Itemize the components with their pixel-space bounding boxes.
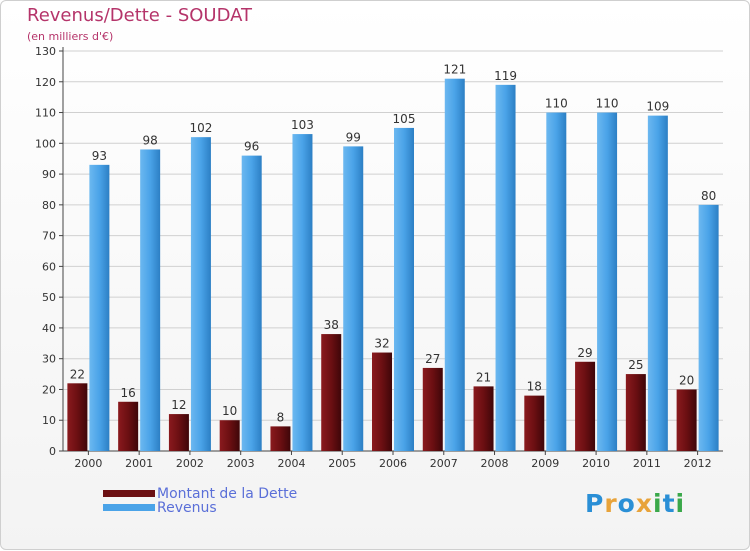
y-tick-label: 30 [42,353,56,366]
y-tick-label: 20 [42,383,56,396]
y-tick-label: 50 [42,291,56,304]
y-tick-label: 70 [42,230,56,243]
bar-revenus [444,78,465,451]
x-tick-label: 2007 [430,457,458,470]
legend-swatch-dette [103,490,155,497]
data-label: 25 [628,358,643,372]
bar-dette [372,352,392,451]
y-tick-label: 60 [42,260,56,273]
bar-revenus [394,127,414,451]
y-tick-label: 120 [35,76,56,89]
bar-dette [625,374,646,451]
bar-dette [676,389,697,451]
x-tick-label: 2006 [379,457,407,470]
chart-title: Revenus/Dette - SOUDAT [27,5,253,26]
bar-dette [118,401,139,451]
data-label: 98 [143,133,158,147]
x-tick-label: 2009 [531,457,559,470]
data-label: 121 [443,63,466,77]
legend-swatch-revenus [103,504,155,511]
data-label: 8 [277,410,285,424]
bar-revenus [698,204,719,451]
x-tick-label: 2004 [277,457,305,470]
bar-dette [524,395,545,451]
bar-dette [168,414,189,451]
legend-label-dette: Montant de la Dette [157,486,298,502]
data-label: 80 [701,189,716,203]
bar-revenus [546,112,567,452]
data-label: 38 [324,318,339,332]
x-tick-label: 2012 [684,457,712,470]
legend: Montant de la Dette Revenus [103,486,363,516]
x-tick-label: 2000 [74,457,102,470]
x-tick-label: 2003 [227,457,255,470]
y-tick-label: 130 [35,45,56,58]
data-label: 96 [244,140,259,154]
chart-subtitle: (en milliers d'€) [27,30,114,43]
bar-revenus [597,112,618,452]
legend-label-revenus: Revenus [157,500,217,516]
data-label: 22 [70,367,85,381]
bar-dette [270,426,291,451]
data-label: 119 [494,69,517,83]
bar-revenus [343,146,364,451]
data-label: 93 [92,149,107,163]
y-tick-label: 110 [35,107,56,120]
data-label: 110 [596,97,619,111]
x-tick-label: 2001 [125,457,153,470]
data-label: 32 [374,337,389,351]
data-label: 102 [189,121,212,135]
x-tick-label: 2008 [481,457,509,470]
data-label: 105 [393,112,416,126]
data-label: 20 [679,373,694,387]
data-label: 18 [527,380,542,394]
bar-dette [321,334,342,451]
y-tick-label: 10 [42,414,56,427]
data-label: 21 [476,370,491,384]
bar-revenus [647,115,668,451]
y-tick-label: 90 [42,168,56,181]
proxiti-logo: Proxiti [585,489,686,518]
data-label: 12 [171,398,186,412]
x-tick-label: 2010 [582,457,610,470]
y-tick-label: 80 [42,199,56,212]
bar-dette [473,386,494,451]
bar-dette [422,367,443,451]
data-label: 109 [646,100,669,114]
bar-revenus [89,164,110,451]
bar-revenus [140,149,161,451]
x-tick-label: 2011 [633,457,661,470]
bar-revenus [495,84,516,451]
bar-dette [67,383,88,451]
data-label: 99 [346,130,361,144]
bar-revenus [292,134,313,452]
data-label: 110 [545,97,568,111]
y-tick-label: 40 [42,322,56,335]
bar-dette [219,420,240,451]
data-label: 29 [577,346,592,360]
bar-dette [575,361,596,451]
bar-revenus [190,137,211,451]
y-tick-label: 0 [49,445,56,458]
x-tick-label: 2002 [176,457,204,470]
data-label: 16 [121,386,136,400]
data-label: 10 [222,404,237,418]
legend-item-revenus: Revenus [103,500,363,516]
y-tick-label: 100 [35,137,56,150]
data-label: 103 [291,118,314,132]
bar-revenus [241,155,262,451]
x-tick-label: 2005 [328,457,356,470]
legend-item-dette: Montant de la Dette [103,486,363,502]
data-label: 27 [425,352,440,366]
